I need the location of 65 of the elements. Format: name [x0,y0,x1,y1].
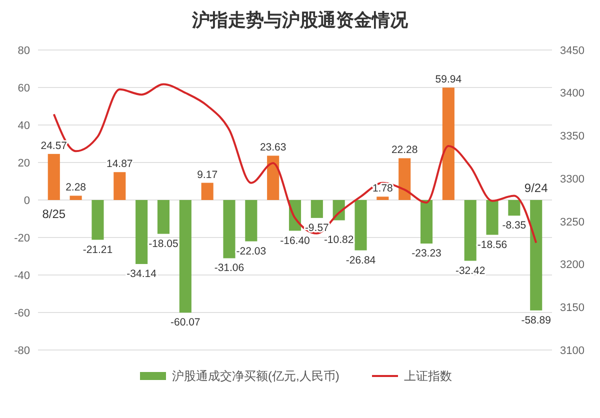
y-tick-label: -80 [14,344,30,357]
y2-tick-label: 3100 [560,344,584,357]
data-label: -21.21 [82,244,113,256]
data-label: -18.05 [148,238,179,250]
legend-label: 上证指数 [404,369,452,384]
y2-tick-label: 3300 [560,173,584,186]
data-label: -8.35 [502,220,526,232]
bar [201,182,214,200]
bar [376,196,389,200]
bar [223,200,236,258]
bar [48,154,60,200]
y-tick-label: 40 [18,120,30,132]
y2-tick-label: 3200 [560,259,584,272]
data-label: 23.63 [260,142,286,154]
data-label: -32.42 [455,264,486,277]
x-tick-label: 9/24 [524,181,548,195]
bar [442,88,454,200]
bar [114,172,126,200]
bar [136,200,148,264]
y2-tick-label: 3250 [560,216,584,228]
y-tick-label: 60 [18,82,30,94]
data-label: -58.89 [521,314,552,326]
y2-tick-label: 3400 [560,88,584,100]
bar [420,200,433,244]
bar [92,200,104,240]
bar [310,200,323,218]
bar [70,196,82,200]
y-tick-label: 80 [18,44,30,57]
data-label: 24.57 [40,140,68,152]
data-label: -31.06 [214,262,244,274]
data-label: -10.82 [324,234,354,246]
bar [245,200,258,242]
data-label: 9.17 [197,168,218,181]
data-label: 22.28 [391,144,418,156]
y2-tick-label: 3150 [560,302,584,314]
data-label: -26.84 [346,254,376,266]
y-tick-label: 20 [18,157,30,170]
bar [530,200,542,310]
bar [267,156,280,200]
y2-tick-label: 3350 [560,130,584,143]
bar [179,200,192,313]
bar [398,158,411,200]
y-tick-label: -40 [14,270,30,282]
y-tick-label: -20 [14,232,30,244]
data-label: 2.28 [66,182,86,194]
bar [486,200,498,235]
y-tick-label: -60 [14,307,30,320]
y2-tick-label: 3450 [560,44,584,57]
bar [508,200,520,216]
legend-label: 沪股通成交净买额(亿元,人民币) [172,369,340,384]
data-label: -18.56 [477,238,508,251]
data-label: -34.14 [126,268,157,280]
chart-title: 沪指走势与沪股通资金情况 [191,10,409,30]
data-label: -16.40 [280,234,310,247]
data-label: -60.07 [170,316,200,329]
y-tick-label: 0 [24,194,30,207]
data-label: 1.78 [372,182,394,195]
data-label: -23.23 [412,248,442,260]
bar [157,200,170,234]
x-tick-label: 8/25 [42,207,66,221]
data-label: -22.03 [236,245,266,258]
data-label: 14.87 [106,158,133,170]
data-label: 59.94 [435,74,462,86]
bar [354,200,367,250]
bar [464,200,476,261]
